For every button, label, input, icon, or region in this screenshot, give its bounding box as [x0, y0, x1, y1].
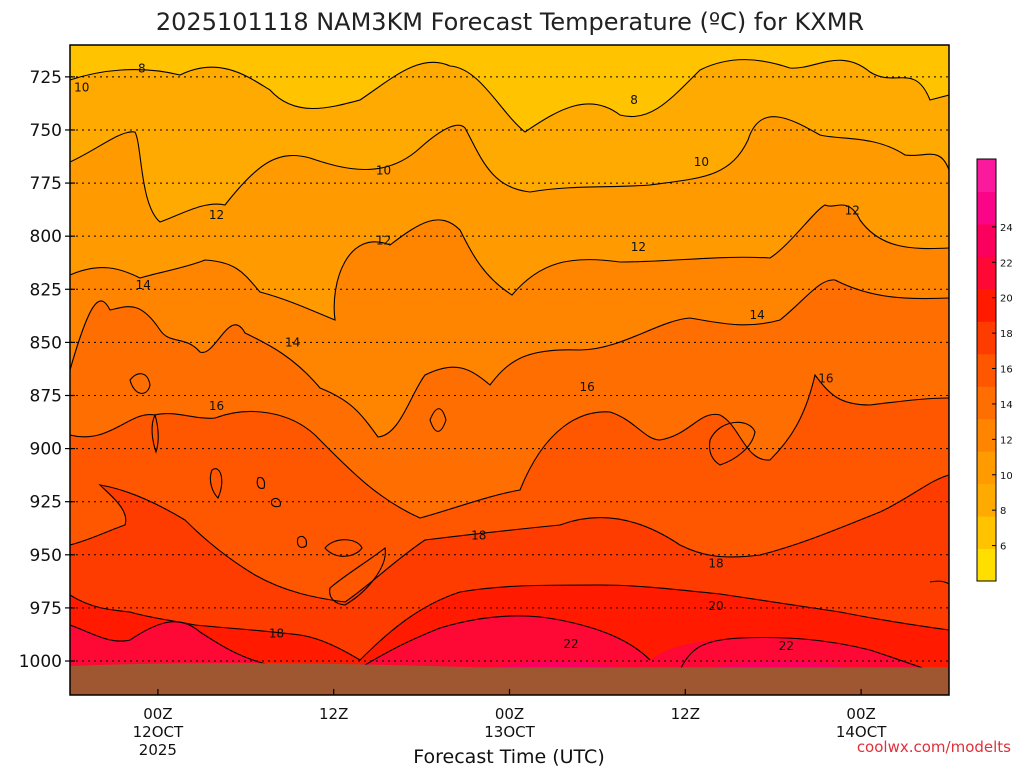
colorbar-label: 20 — [1000, 294, 1013, 305]
chart-title: 2025101118 NAM3KM Forecast Temperature (… — [156, 8, 864, 36]
y-tick-label: 725 — [30, 68, 62, 88]
contour-label: 10 — [376, 163, 391, 177]
colorbar-swatch — [977, 223, 996, 257]
x-tick-year-label: 2025 — [139, 741, 177, 759]
x-tick-label: 00Z — [143, 705, 172, 723]
isotherm-18-cell — [329, 546, 386, 606]
y-tick-label: 950 — [30, 546, 62, 566]
contour-label: 22 — [779, 639, 794, 653]
colorbar-label: 10 — [1000, 471, 1013, 482]
contour-label: 16 — [818, 371, 833, 385]
contour-label: 16 — [580, 380, 595, 394]
colorbar-label: 8 — [1000, 506, 1006, 517]
contour-label: 12 — [209, 208, 224, 222]
isotherm-16 — [70, 373, 949, 519]
colorbar-swatch — [977, 418, 996, 452]
isotherm-16-cell — [708, 421, 756, 466]
colorbar-swatch — [977, 483, 996, 517]
contour-label: 14 — [749, 308, 764, 322]
contour-label: 10 — [694, 155, 709, 169]
contour-label: 16 — [209, 399, 224, 413]
x-tick-date-label: 13OCT — [484, 723, 535, 741]
colorbar-label: 18 — [1000, 329, 1013, 340]
isotherm-16-cell — [429, 408, 447, 432]
isotherm-16-cell — [209, 468, 223, 499]
y-tick-label: 775 — [30, 174, 62, 194]
colorbar-swatch — [977, 516, 996, 550]
y-tick-label: 975 — [30, 599, 62, 619]
contour-label: 12 — [845, 204, 860, 218]
contour-label: 18 — [708, 556, 723, 570]
contour-label: 20 — [708, 599, 723, 613]
y-tick-label: 825 — [30, 280, 62, 300]
isotherm-10 — [70, 116, 949, 223]
y-tick-label: 1000 — [19, 652, 62, 672]
isotherm-14 — [70, 279, 949, 438]
isotherm-18-cell — [296, 535, 307, 548]
contour-label: 10 — [74, 80, 89, 94]
isotherm-16-cell — [256, 476, 266, 489]
ground-surface-edge — [70, 663, 949, 695]
y-tick-label: 925 — [30, 493, 62, 513]
isotherm-16-cell — [270, 497, 281, 508]
isotherm-8 — [70, 59, 949, 133]
colorbar-swatch — [977, 321, 996, 355]
contour-label: 18 — [471, 529, 486, 543]
colorbar-label: 22 — [1000, 258, 1013, 269]
colorbar-label: 14 — [1000, 400, 1013, 411]
y-tick-label: 875 — [30, 386, 62, 406]
isotherm-12 — [70, 204, 949, 321]
contour-label: 8 — [630, 93, 638, 107]
colorbar-swatch — [977, 548, 996, 582]
colorbar-label: 16 — [1000, 365, 1013, 376]
isotherm-20-cell — [929, 580, 949, 585]
colorbar-label: 12 — [1000, 435, 1013, 446]
colorbar-label: 24 — [1000, 223, 1013, 234]
y-tick-label: 900 — [30, 440, 62, 460]
x-axis-label: Forecast Time (UTC) — [413, 746, 604, 768]
x-tick-date-label: 12OCT — [133, 723, 184, 741]
y-tick-label: 800 — [30, 227, 62, 247]
contour-label: 22 — [563, 637, 578, 651]
colorbar-swatch — [977, 191, 996, 225]
colorbar-swatch — [977, 353, 996, 387]
isotherm-lines — [70, 59, 949, 679]
y-tick-label: 750 — [30, 121, 62, 141]
isotherm-16-cell — [129, 373, 151, 394]
contour-label: 18 — [269, 626, 284, 640]
contour-label: 12 — [376, 233, 391, 247]
contour-label: 12 — [631, 240, 646, 254]
x-tick-label: 00Z — [846, 705, 875, 723]
colorbar-swatch — [977, 159, 996, 192]
colorbar-frame — [976, 158, 997, 582]
colorbar-label: 6 — [1000, 542, 1006, 553]
x-tick-label: 12Z — [671, 705, 700, 723]
isotherm-22 — [70, 615, 949, 679]
credit-text: coolwx.com/modelts — [857, 738, 1011, 756]
colorbar-swatch — [977, 386, 996, 420]
isotherm-18 — [70, 474, 949, 603]
x-tick-label: 00Z — [495, 705, 524, 723]
x-tick-label: 12Z — [319, 705, 348, 723]
colorbar-swatch — [977, 256, 996, 290]
colorbar-swatch — [977, 451, 996, 485]
colorbar-swatch — [977, 288, 996, 322]
x-tick-date-label: 14OCT — [836, 723, 887, 741]
contour-label: 8 — [138, 61, 146, 75]
y-tick-label: 850 — [30, 333, 62, 353]
contour-label: 14 — [136, 278, 151, 292]
isotherm-16-cell — [151, 413, 159, 454]
